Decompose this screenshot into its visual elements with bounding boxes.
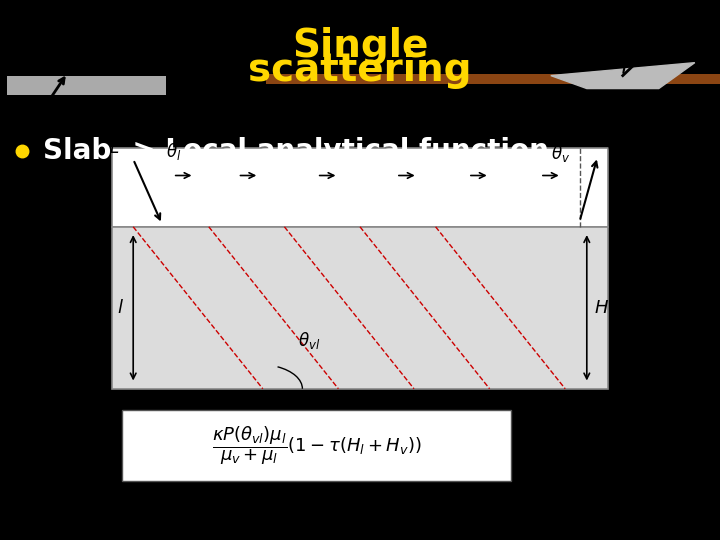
FancyBboxPatch shape: [112, 148, 608, 227]
Polygon shape: [551, 63, 695, 89]
FancyBboxPatch shape: [112, 227, 608, 389]
FancyBboxPatch shape: [7, 76, 166, 95]
Text: Single: Single: [292, 27, 428, 65]
Text: $\vec{V}$: $\vec{V}$: [605, 136, 619, 158]
Text: scattering: scattering: [248, 51, 472, 89]
Text: $\theta_l$: $\theta_l$: [166, 140, 181, 161]
Text: $\vec{L}$: $\vec{L}$: [109, 136, 121, 158]
Text: $\dfrac{\kappa P(\theta_{vl})\mu_l}{\mu_v + \mu_l}\left(1 - \tau(H_l + H_v)\righ: $\dfrac{\kappa P(\theta_{vl})\mu_l}{\mu_…: [212, 424, 422, 467]
Text: $H$: $H$: [594, 299, 608, 317]
Text: $l$: $l$: [117, 299, 124, 317]
Text: $\theta_v$: $\theta_v$: [551, 143, 570, 164]
FancyBboxPatch shape: [122, 410, 511, 481]
Text: Slab -> Local analytical function: Slab -> Local analytical function: [43, 137, 549, 165]
FancyBboxPatch shape: [266, 74, 720, 84]
Text: $\theta_{vl}$: $\theta_{vl}$: [299, 330, 320, 350]
